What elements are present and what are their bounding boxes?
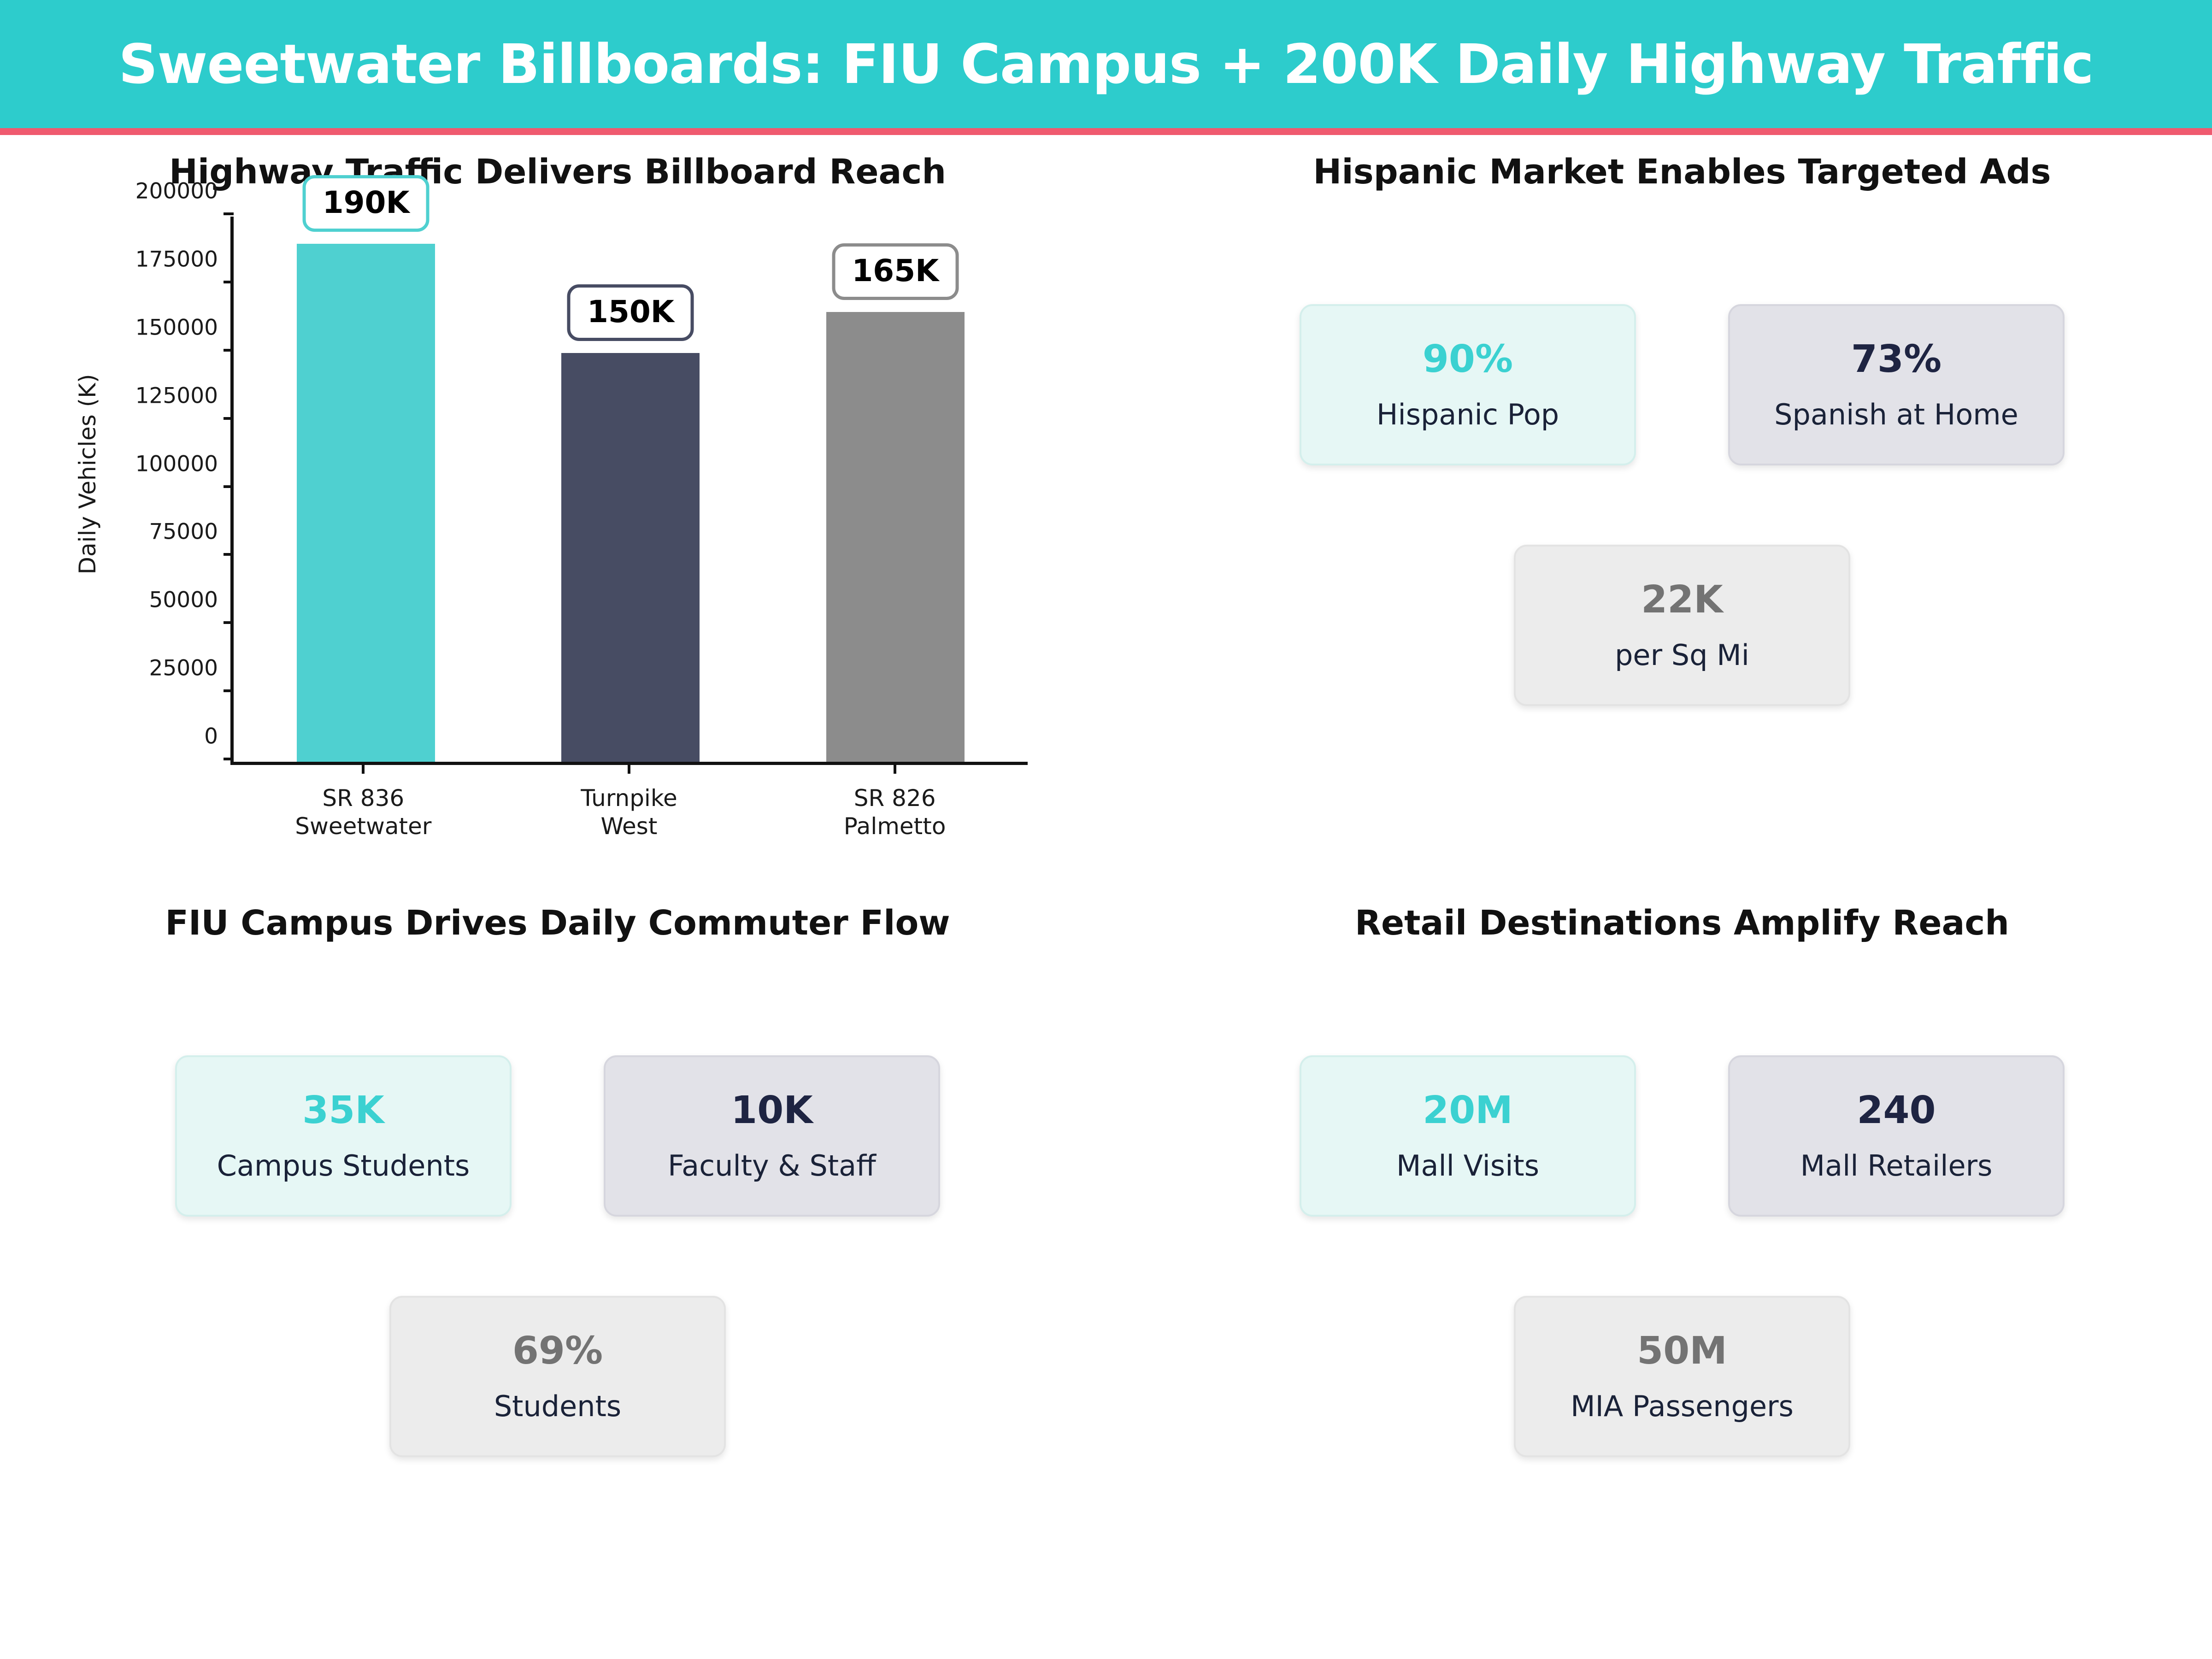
panel-title-highway: Highway Traffic Delivers Billboard Reach	[169, 152, 947, 192]
kpi-label: Hispanic Pop	[1376, 398, 1559, 431]
bar-value-label: 150K	[567, 284, 694, 341]
kpi-label: MIA Passengers	[1571, 1389, 1794, 1423]
kpi-group-hispanic: 90% Hispanic Pop 73% Spanish at Home 22K per …	[1207, 304, 2157, 706]
bar-value-label: 190K	[302, 175, 429, 232]
kpi-card[interactable]: 73% Spanish at Home	[1728, 304, 2065, 465]
kpi-group-retail: 20M Mall Visits 240 Mall Retailers 50M MIA Pa…	[1207, 1055, 2157, 1457]
kpi-label: Mall Visits	[1396, 1149, 1540, 1182]
kpi-row-top: 90% Hispanic Pop 73% Spanish at Home	[1207, 304, 2157, 465]
kpi-card[interactable]: 69% Students	[389, 1296, 726, 1457]
y-tick-mark	[224, 212, 234, 215]
y-tick-label: 25000	[149, 655, 218, 681]
x-tick-mark	[893, 764, 896, 774]
y-tick-label: 175000	[135, 247, 218, 272]
y-tick-mark	[224, 485, 234, 488]
bar-slot: 190K	[234, 175, 498, 762]
bar-slot: 150K	[498, 217, 763, 762]
kpi-row-bottom: 50M MIA Passengers	[1207, 1296, 2157, 1457]
bars-container: 190K 150K 165K	[234, 175, 1028, 762]
x-tick-slot: SR 836 Sweetwater	[230, 764, 496, 841]
bar-chart: Daily Vehicles (K) 0 25000 50000 75000 10000…	[55, 175, 1060, 885]
kpi-card[interactable]: 50M MIA Passengers	[1514, 1296, 1850, 1457]
bar-slot: 165K	[763, 217, 1028, 762]
header-bar: Sweetwater Billboards: FIU Campus + 200K…	[0, 0, 2212, 128]
kpi-value: 240	[1857, 1088, 1936, 1132]
kpi-value: 90%	[1422, 337, 1513, 381]
page-title: Sweetwater Billboards: FIU Campus + 200K…	[118, 32, 2094, 96]
kpi-value: 50M	[1637, 1329, 1727, 1373]
x-tick-label: Turnpike West	[496, 784, 762, 841]
y-tick-label: 200000	[135, 178, 218, 204]
x-tick-label-line: Palmetto	[843, 813, 946, 840]
y-tick-mark	[224, 621, 234, 624]
kpi-row-top: 35K Campus Students 10K Faculty & Staff	[55, 1055, 1060, 1217]
panel-highway-traffic: Highway Traffic Delivers Billboard Reach…	[55, 152, 1060, 899]
panel-title-retail: Retail Destinations Amplify Reach	[1355, 903, 2009, 943]
y-tick-label: 75000	[149, 519, 218, 545]
x-tick-label-line: SR 826	[853, 785, 936, 812]
x-tick-slot: Turnpike West	[496, 764, 762, 841]
kpi-value: 20M	[1423, 1088, 1513, 1132]
plot-wrapper: 0 25000 50000 75000 100000 125000 150000 175000…	[135, 175, 1028, 840]
kpi-value: 10K	[731, 1088, 813, 1132]
kpi-value: 69%	[512, 1329, 603, 1373]
y-tick-mark	[224, 280, 234, 283]
y-tick-mark	[224, 758, 234, 760]
kpi-card[interactable]: 240 Mall Retailers	[1728, 1055, 2065, 1217]
y-tick-mark	[224, 689, 234, 693]
y-tick-mark	[224, 348, 234, 352]
panel-title-campus: FIU Campus Drives Daily Commuter Flow	[165, 903, 950, 943]
x-tick-label: SR 836 Sweetwater	[230, 784, 496, 841]
kpi-value: 22K	[1641, 578, 1723, 622]
panel-fiu-campus: FIU Campus Drives Daily Commuter Flow 35…	[55, 903, 1060, 1641]
kpi-card[interactable]: 20M Mall Visits	[1300, 1055, 1636, 1217]
kpi-label: Spanish at Home	[1774, 398, 2018, 431]
plot-area: 0 25000 50000 75000 100000 125000 150000 175000…	[135, 175, 1028, 765]
header-accent-rule	[0, 128, 2212, 135]
kpi-value: 35K	[302, 1088, 384, 1132]
x-tick-mark	[362, 764, 365, 774]
bar[interactable]: 165K	[826, 243, 965, 762]
panel-retail-destinations: Retail Destinations Amplify Reach 20M Mal…	[1207, 903, 2157, 1641]
kpi-card[interactable]: 22K per Sq Mi	[1514, 545, 1850, 706]
y-tick-label: 100000	[135, 451, 218, 477]
kpi-group-campus: 35K Campus Students 10K Faculty & Staff 69% S…	[55, 1055, 1060, 1457]
x-tick-slot: SR 826 Palmetto	[762, 764, 1028, 841]
kpi-row-bottom: 22K per Sq Mi	[1207, 545, 2157, 706]
y-tick-label: 150000	[135, 315, 218, 341]
x-tick-label-line: Sweetwater	[295, 813, 432, 840]
y-tick-label: 0	[204, 724, 218, 749]
y-tick-mark	[224, 553, 234, 556]
kpi-label: per Sq Mi	[1615, 638, 1749, 672]
kpi-row-bottom: 69% Students	[55, 1296, 1060, 1457]
x-tick-label-line: West	[600, 813, 658, 840]
kpi-label: Campus Students	[217, 1149, 470, 1182]
bar[interactable]: 150K	[561, 284, 700, 762]
panel-title-hispanic: Hispanic Market Enables Targeted Ads	[1313, 152, 2051, 192]
kpi-label: Students	[494, 1389, 622, 1423]
y-axis-title: Daily Vehicles (K)	[74, 374, 101, 575]
x-axis-ticks: SR 836 Sweetwater Turnpike West SR 826 Palmet…	[230, 764, 1028, 841]
kpi-card[interactable]: 90% Hispanic Pop	[1300, 304, 1636, 465]
x-tick-label-line: Turnpike	[581, 785, 677, 812]
x-tick-label: SR 826 Palmetto	[762, 784, 1028, 841]
y-tick-label: 125000	[135, 383, 218, 409]
kpi-card[interactable]: 35K Campus Students	[175, 1055, 512, 1217]
y-tick-mark	[224, 417, 234, 420]
bar-value-label: 165K	[832, 243, 959, 300]
x-tick-mark	[627, 764, 630, 774]
bar[interactable]: 190K	[297, 175, 435, 762]
x-tick-label-line: SR 836	[322, 785, 405, 812]
kpi-label: Faculty & Staff	[668, 1149, 876, 1182]
kpi-card[interactable]: 10K Faculty & Staff	[604, 1055, 940, 1217]
y-tick-label: 50000	[149, 587, 218, 613]
panel-hispanic-market: Hispanic Market Enables Targeted Ads 90%…	[1207, 152, 2157, 899]
kpi-label: Mall Retailers	[1800, 1149, 1993, 1182]
kpi-value: 73%	[1851, 337, 1942, 381]
kpi-row-top: 20M Mall Visits 240 Mall Retailers	[1207, 1055, 2157, 1217]
